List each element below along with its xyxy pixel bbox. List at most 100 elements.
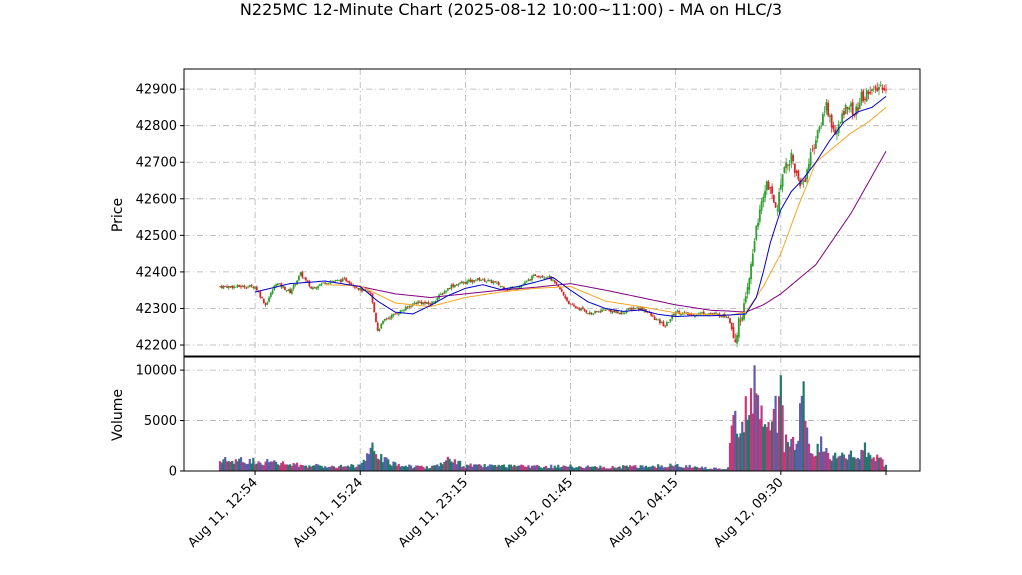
candle-body: [793, 163, 796, 173]
x-ticks: Aug 11, 12:54 Aug 11, 15:24 Aug 11, 23:15 A…: [185, 471, 887, 551]
candle-body: [545, 277, 547, 279]
candle-body: [690, 314, 693, 316]
candle-body: [867, 91, 870, 95]
candle-body: [846, 107, 849, 109]
candle-body: [317, 286, 320, 289]
volume-bar: [614, 468, 618, 471]
candle-body: [630, 308, 633, 310]
candle-body: [453, 285, 456, 288]
price-y-ticks: 42200 42300 42400 42500 42600 42700 42800 42900: [136, 83, 184, 354]
volume-bar: [304, 465, 307, 471]
candle-body: [644, 309, 647, 312]
volume-bar: [299, 464, 302, 471]
volume-bar: [495, 466, 499, 471]
candle-body: [448, 288, 451, 289]
volume-bar: [846, 459, 849, 471]
candle-body: [578, 308, 581, 310]
volume-bar: [876, 454, 879, 471]
candle-body: [490, 280, 493, 283]
volume-bar: [532, 465, 535, 471]
candle-body: [611, 310, 614, 313]
candle-body: [588, 312, 591, 315]
candle-body: [590, 312, 593, 315]
candle-body: [327, 283, 330, 284]
volume-bar: [848, 454, 851, 471]
candle-body: [850, 103, 852, 107]
candle-body: [518, 286, 521, 289]
volume-bar: [280, 462, 283, 471]
candle-body: [625, 310, 628, 313]
volume-bar: [548, 468, 551, 471]
volume-bar: [593, 466, 597, 471]
candle-body: [878, 87, 880, 90]
candle-body: [825, 101, 828, 111]
volume-bar: [546, 468, 549, 471]
volume-bar: [807, 443, 810, 471]
candle-body: [802, 180, 805, 182]
volume-bar: [224, 457, 227, 471]
volume-bar: [374, 454, 378, 471]
candle-body: [240, 286, 242, 288]
volume-bar: [636, 467, 639, 471]
volume-bar: [222, 459, 225, 471]
candle-body: [334, 280, 337, 282]
candle-body: [595, 311, 598, 312]
candle-body: [652, 315, 654, 317]
candle-body: [807, 163, 810, 171]
candle-body: [422, 302, 425, 305]
candle-body: [688, 314, 691, 316]
candle-body: [385, 318, 388, 320]
candle-body: [739, 320, 742, 322]
volume-bar: [544, 465, 548, 471]
volume-bar: [437, 466, 441, 471]
volume-bar: [494, 465, 497, 471]
candle-body: [553, 280, 556, 283]
candle-body: [420, 301, 423, 305]
volume-bar: [339, 464, 343, 471]
volume-bar: [820, 436, 823, 471]
volume-bar: [711, 469, 714, 471]
volume-bar: [508, 464, 511, 471]
candle-body: [415, 303, 418, 304]
candle-body: [247, 286, 249, 288]
volume-bar: [690, 467, 693, 471]
candle-body: [480, 280, 483, 282]
candle-body: [343, 278, 346, 280]
volume-bar: [788, 446, 791, 471]
candle-body: [534, 274, 537, 276]
volume-bar: [862, 450, 865, 471]
candle-body: [348, 281, 351, 284]
candle-body: [241, 285, 244, 288]
volume-bar: [541, 468, 544, 471]
candle-body: [678, 311, 681, 314]
candle-body: [481, 278, 484, 280]
candle-body: [429, 303, 432, 305]
x-tick-label: Aug 11, 12:54: [185, 475, 261, 551]
candle-body: [539, 276, 542, 278]
volume-bar: [387, 459, 390, 471]
volume-bar: [429, 467, 432, 471]
volume-bar: [665, 467, 669, 471]
volume-bar: [790, 438, 793, 471]
volume-bar: [732, 414, 735, 471]
candle-body: [580, 308, 582, 311]
candle-body: [497, 282, 500, 286]
candle-body: [310, 286, 313, 289]
volume-bar: [444, 460, 448, 471]
candle-body: [746, 287, 749, 295]
candle-body: [876, 88, 879, 91]
volume-bar: [443, 461, 446, 471]
candle-body: [417, 301, 419, 304]
candle-body: [597, 311, 600, 313]
candle-body: [608, 309, 610, 311]
candle-body: [567, 300, 570, 305]
volume-bar: [714, 467, 718, 471]
volume-bar: [834, 452, 837, 471]
volume-bar: [395, 465, 399, 471]
volume-bar: [243, 462, 246, 471]
volume-bar: [585, 466, 588, 471]
candle-body: [623, 312, 626, 314]
volume-bar: [646, 467, 649, 471]
candle-body: [720, 316, 723, 318]
